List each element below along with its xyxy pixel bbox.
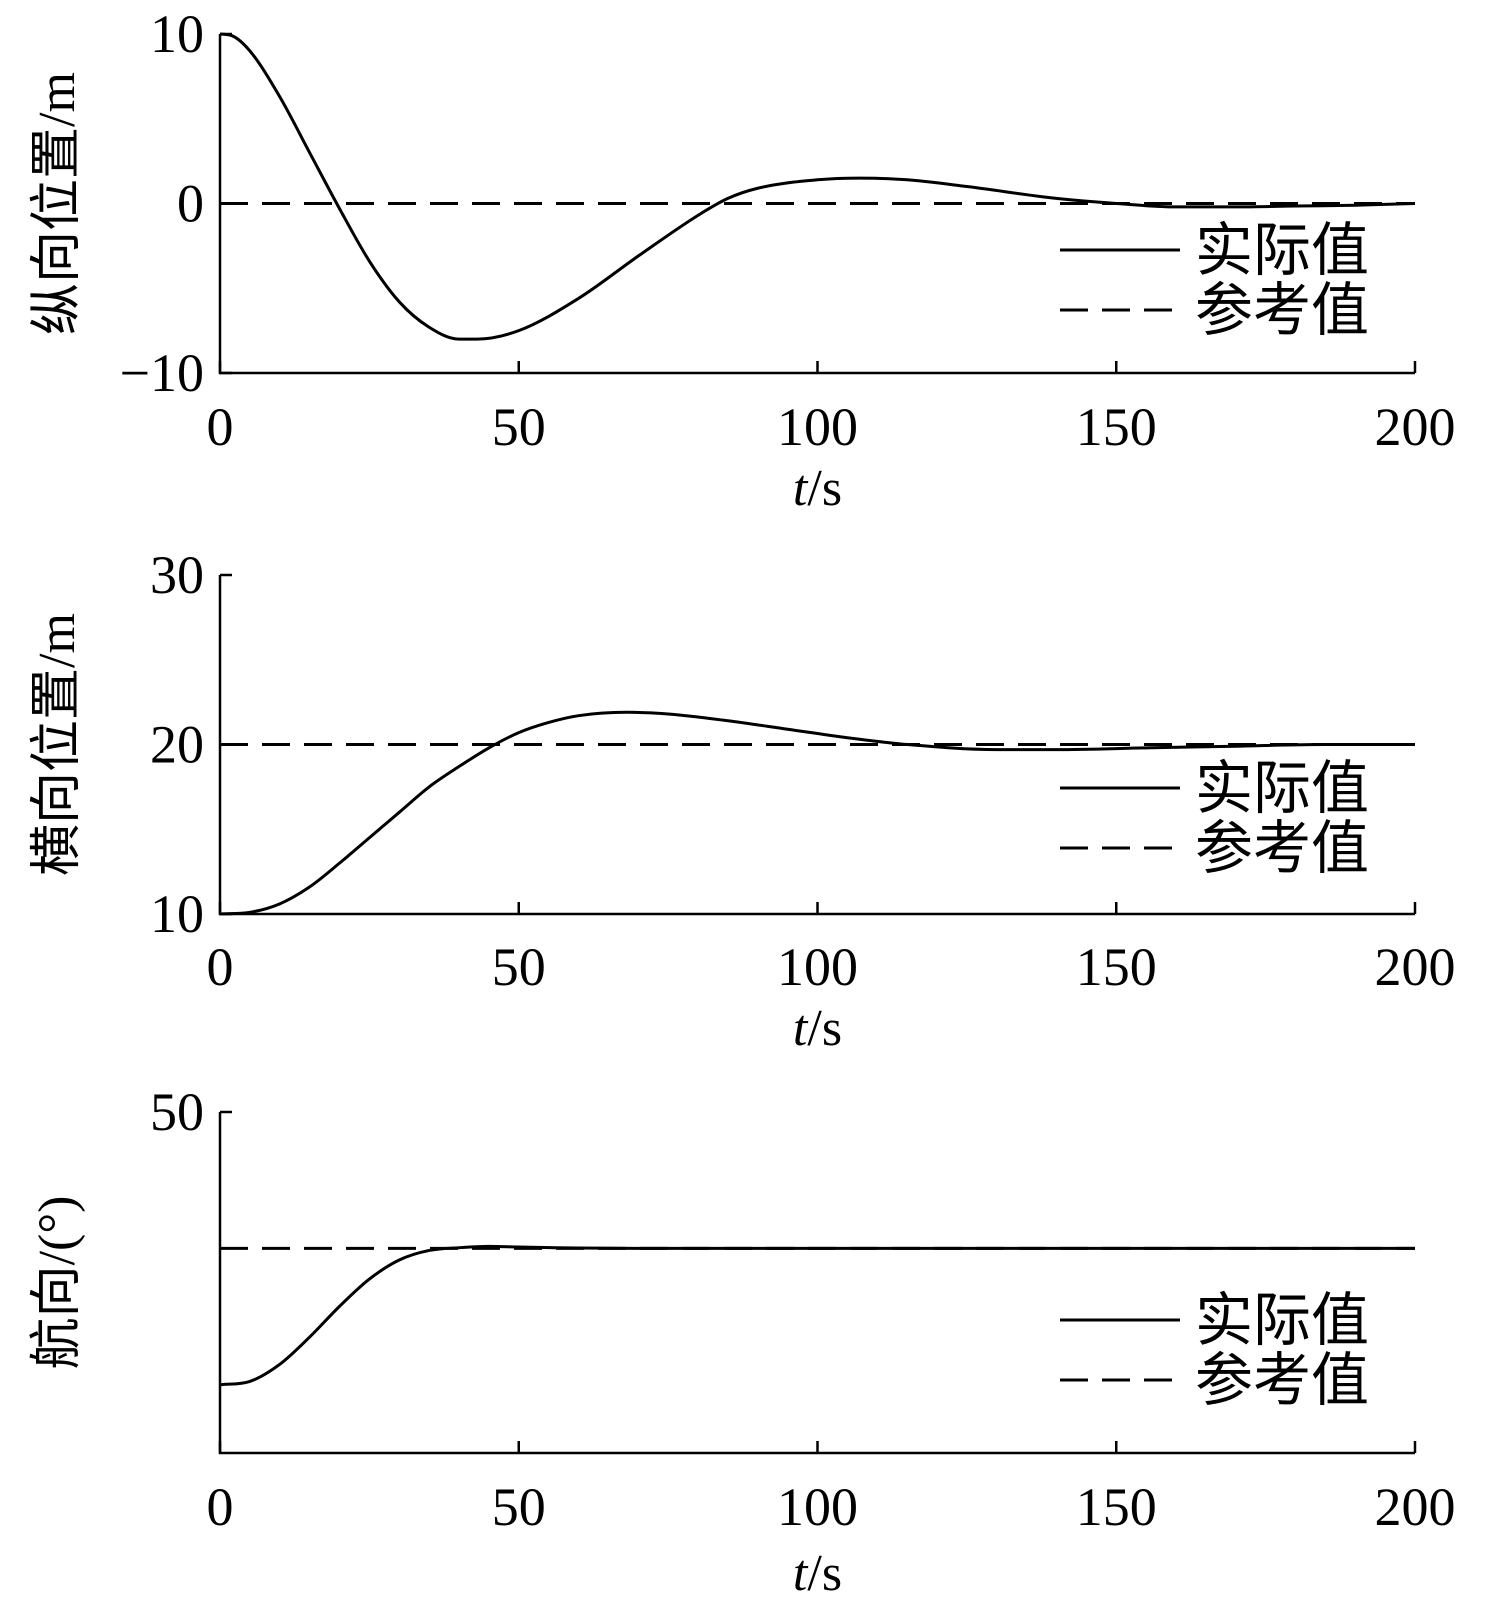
x-axis-title: t/s: [793, 1000, 842, 1057]
y-tick-label: 10: [150, 884, 204, 944]
x-tick-label: 50: [492, 397, 546, 457]
x-tick-label: 150: [1076, 397, 1157, 457]
legend-label-reference: 参考值: [1195, 816, 1369, 881]
x-tick-label: 200: [1375, 1477, 1456, 1537]
x-tick-label: 100: [777, 1477, 858, 1537]
y-axis-title: 航向/(°): [29, 1196, 86, 1370]
x-tick-label: 0: [207, 1477, 234, 1537]
x-tick-label: 150: [1076, 937, 1157, 997]
x-tick-label: 50: [492, 937, 546, 997]
x-tick-label: 200: [1375, 397, 1456, 457]
y-tick-label: 0: [177, 174, 204, 234]
legend-label-reference: 参考值: [1195, 278, 1369, 343]
legend-label-reference: 参考值: [1195, 1348, 1369, 1413]
y-tick-label: 50: [150, 1082, 204, 1142]
legend-label-actual: 实际值: [1195, 1288, 1369, 1353]
y-tick-label: −10: [120, 343, 204, 403]
y-tick-label: 20: [150, 715, 204, 775]
x-axis-title: t/s: [793, 1545, 842, 1602]
x-tick-label: 150: [1076, 1477, 1157, 1537]
x-tick-label: 50: [492, 1477, 546, 1537]
x-axis-title: t/s: [793, 460, 842, 517]
series-line-actual: [219, 32, 1416, 341]
legend-label-actual: 实际值: [1195, 218, 1369, 283]
x-tick-label: 0: [207, 397, 234, 457]
x-tick-label: 200: [1375, 937, 1456, 997]
series-line-actual: [219, 710, 1415, 916]
y-tick-label: 30: [150, 545, 204, 605]
y-axis-title: 纵向位置/m: [29, 72, 86, 335]
y-axis-title: 横向位置/m: [29, 613, 86, 876]
y-tick-label: 10: [150, 4, 204, 64]
legend-label-actual: 实际值: [1195, 756, 1369, 821]
x-tick-label: 0: [207, 937, 234, 997]
x-tick-label: 100: [777, 937, 858, 997]
x-tick-label: 100: [777, 397, 858, 457]
